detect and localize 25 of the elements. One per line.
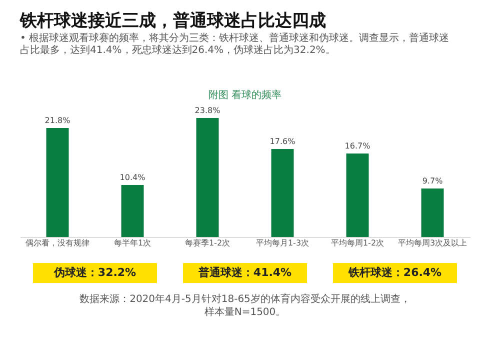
text: 普通球迷：41.4% bbox=[197, 266, 292, 279]
text: 附图 看球的频率 bbox=[208, 89, 282, 101]
bar bbox=[271, 149, 294, 237]
bar bbox=[421, 188, 444, 237]
x-tick-label: 每半年1次 bbox=[114, 238, 152, 248]
bar bbox=[46, 128, 69, 237]
bar bbox=[346, 154, 369, 237]
x-tick-label: 平均每周1-2次 bbox=[330, 238, 384, 248]
text: 伪球迷：32.2% bbox=[52, 266, 136, 279]
data-label: 16.7% bbox=[344, 142, 371, 150]
chart-title: 铁杆球迷接近三成，普通球迷占比达四成 bbox=[19, 10, 326, 31]
text: 铁杆球迷：26.4% bbox=[347, 266, 442, 279]
data-label: 21.8% bbox=[44, 116, 71, 125]
data-label: 23.8% bbox=[194, 106, 221, 115]
x-tick-label: 偶尔看，没有规律 bbox=[26, 238, 90, 248]
source-note: 数据来源：2020年4月-5月针对18-65岁的体育内容受众开展的线上调查，样本量N=1500。 bbox=[80, 293, 410, 318]
data-label: 9.7% bbox=[422, 176, 444, 186]
x-tick-label: 平均每月1-3次 bbox=[256, 238, 310, 248]
data-label: 10.4% bbox=[120, 173, 146, 182]
x-tick-label: 每赛季1-2次 bbox=[184, 238, 230, 248]
bar bbox=[196, 118, 219, 237]
data-label: 17.6% bbox=[270, 137, 296, 146]
x-tick-label: 平均每周3次及以上 bbox=[398, 238, 468, 248]
bar bbox=[121, 185, 144, 237]
chart-subtitle: • 根据球迷观看球赛的频率，将其分为三类：铁杆球迷、普通球迷和伪球迷。调查显示，普通球迷占比最多，达到41.4%，死忠球迷达到26.4%，伪球迷占比为32.2%。 bbox=[20, 32, 450, 56]
